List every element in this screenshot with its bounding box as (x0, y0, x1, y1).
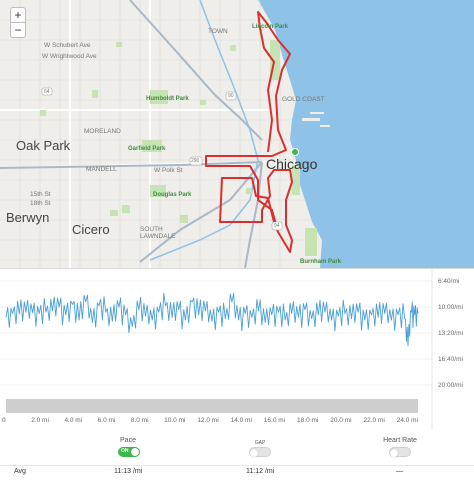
map-label-berwyn: Berwyn (6, 210, 50, 225)
heart-rate-toggle[interactable] (389, 447, 411, 457)
x-tick-label: 2.0 mi (31, 417, 49, 424)
expressways (0, 0, 263, 268)
avg-pace-value: 11:13 /mi (114, 468, 143, 475)
map-label-gold-coast: GOLD COAST (282, 96, 325, 103)
avg-gap-value: 11:12 /mi (246, 468, 275, 475)
lake-michigan (258, 0, 474, 268)
heart-rate-label: Heart Rate (383, 437, 417, 444)
map-label-moreland: MORELAND (84, 128, 121, 135)
x-tick-label: 16.0 mi (264, 417, 285, 424)
map-label-schubert: W Schubert Ave (44, 42, 91, 49)
route-map[interactable]: + − Oak Park Berwyn Cicero Chicago Linco… (0, 0, 474, 268)
x-tick-label: 18.0 mi (297, 417, 318, 424)
map-label-lincoln-park: Lincoln Park (252, 24, 289, 30)
map-label-mandell: MANDELL (86, 166, 117, 173)
y-tick-label: 20:00/mi (438, 382, 463, 389)
x-tick-label: 0 (2, 417, 6, 424)
map-label-15th: 15th St (30, 191, 51, 198)
map-canvas (0, 0, 474, 268)
highway-shield-94: 94 (274, 223, 280, 229)
avg-heart-rate-value: — (396, 468, 403, 475)
map-label-oak-park: Oak Park (16, 138, 71, 153)
map-label-douglas-park: Douglas Park (153, 192, 192, 198)
map-label-town: TOWN (208, 28, 228, 35)
x-tick-label: 12.0 mi (197, 417, 218, 424)
y-tick-label: 13:20/mi (438, 330, 463, 337)
gap-label: GAP (254, 440, 266, 446)
y-tick-label: 10:00/mi (438, 304, 463, 311)
pace-label: Pace (120, 437, 136, 444)
x-tick-label: 8.0 mi (131, 417, 149, 424)
pace-series-line (5, 292, 419, 347)
map-label-garfield-park: Garfield Park (128, 146, 166, 152)
y-tick-label: 16:40/mi (438, 356, 463, 363)
map-label-cicero: Cicero (72, 222, 110, 237)
x-tick-label: 14.0 mi (231, 417, 252, 424)
start-marker (291, 148, 299, 156)
map-label-chicago: Chicago (266, 156, 318, 172)
avg-divider (0, 465, 474, 466)
y-tick-label: 6:40/mi (438, 278, 459, 285)
pace-toggle[interactable]: ON (118, 447, 140, 457)
x-tick-label: 20.0 mi (330, 417, 351, 424)
map-label-wrightwood: W Wrightwood Ave (42, 53, 97, 60)
map-label-south-lawndale: SOUTH LAWNDALE (140, 226, 176, 240)
map-label-polk: W Polk St (154, 167, 183, 174)
zoom-in-button[interactable]: + (10, 7, 26, 23)
pace-chart-canvas: 6:40/mi 10:00/mi 13:20/mi 16:40/mi 20:00/mi 0… (0, 269, 463, 429)
highway-shield-90: 90 (228, 93, 234, 99)
gap-toggle[interactable] (249, 447, 271, 457)
highway-shield-290: 290 (191, 158, 200, 164)
zoom-out-button[interactable]: − (10, 22, 26, 38)
pace-toggle-state: ON (121, 448, 129, 454)
parks (40, 40, 317, 256)
x-tick-label: 6.0 mi (98, 417, 116, 424)
x-tick-label: 10.0 mi (164, 417, 185, 424)
elevation-area (6, 399, 418, 413)
chicago-river (149, 0, 259, 261)
avg-label: Avg (14, 468, 26, 475)
highway-shield-64: 64 (44, 89, 50, 95)
x-tick-label: 24.0 mi (397, 417, 418, 424)
activity-route (205, 11, 293, 253)
x-tick-label: 4.0 mi (64, 417, 82, 424)
pace-chart[interactable]: 6:40/mi 10:00/mi 13:20/mi 16:40/mi 20:00/mi 0… (0, 268, 474, 429)
map-label-humboldt-park: Humboldt Park (146, 96, 189, 102)
x-tick-label: 22.0 mi (363, 417, 384, 424)
map-label-burnham-park: Burnham Park (300, 259, 342, 265)
map-label-18th: 18th St (30, 200, 51, 207)
